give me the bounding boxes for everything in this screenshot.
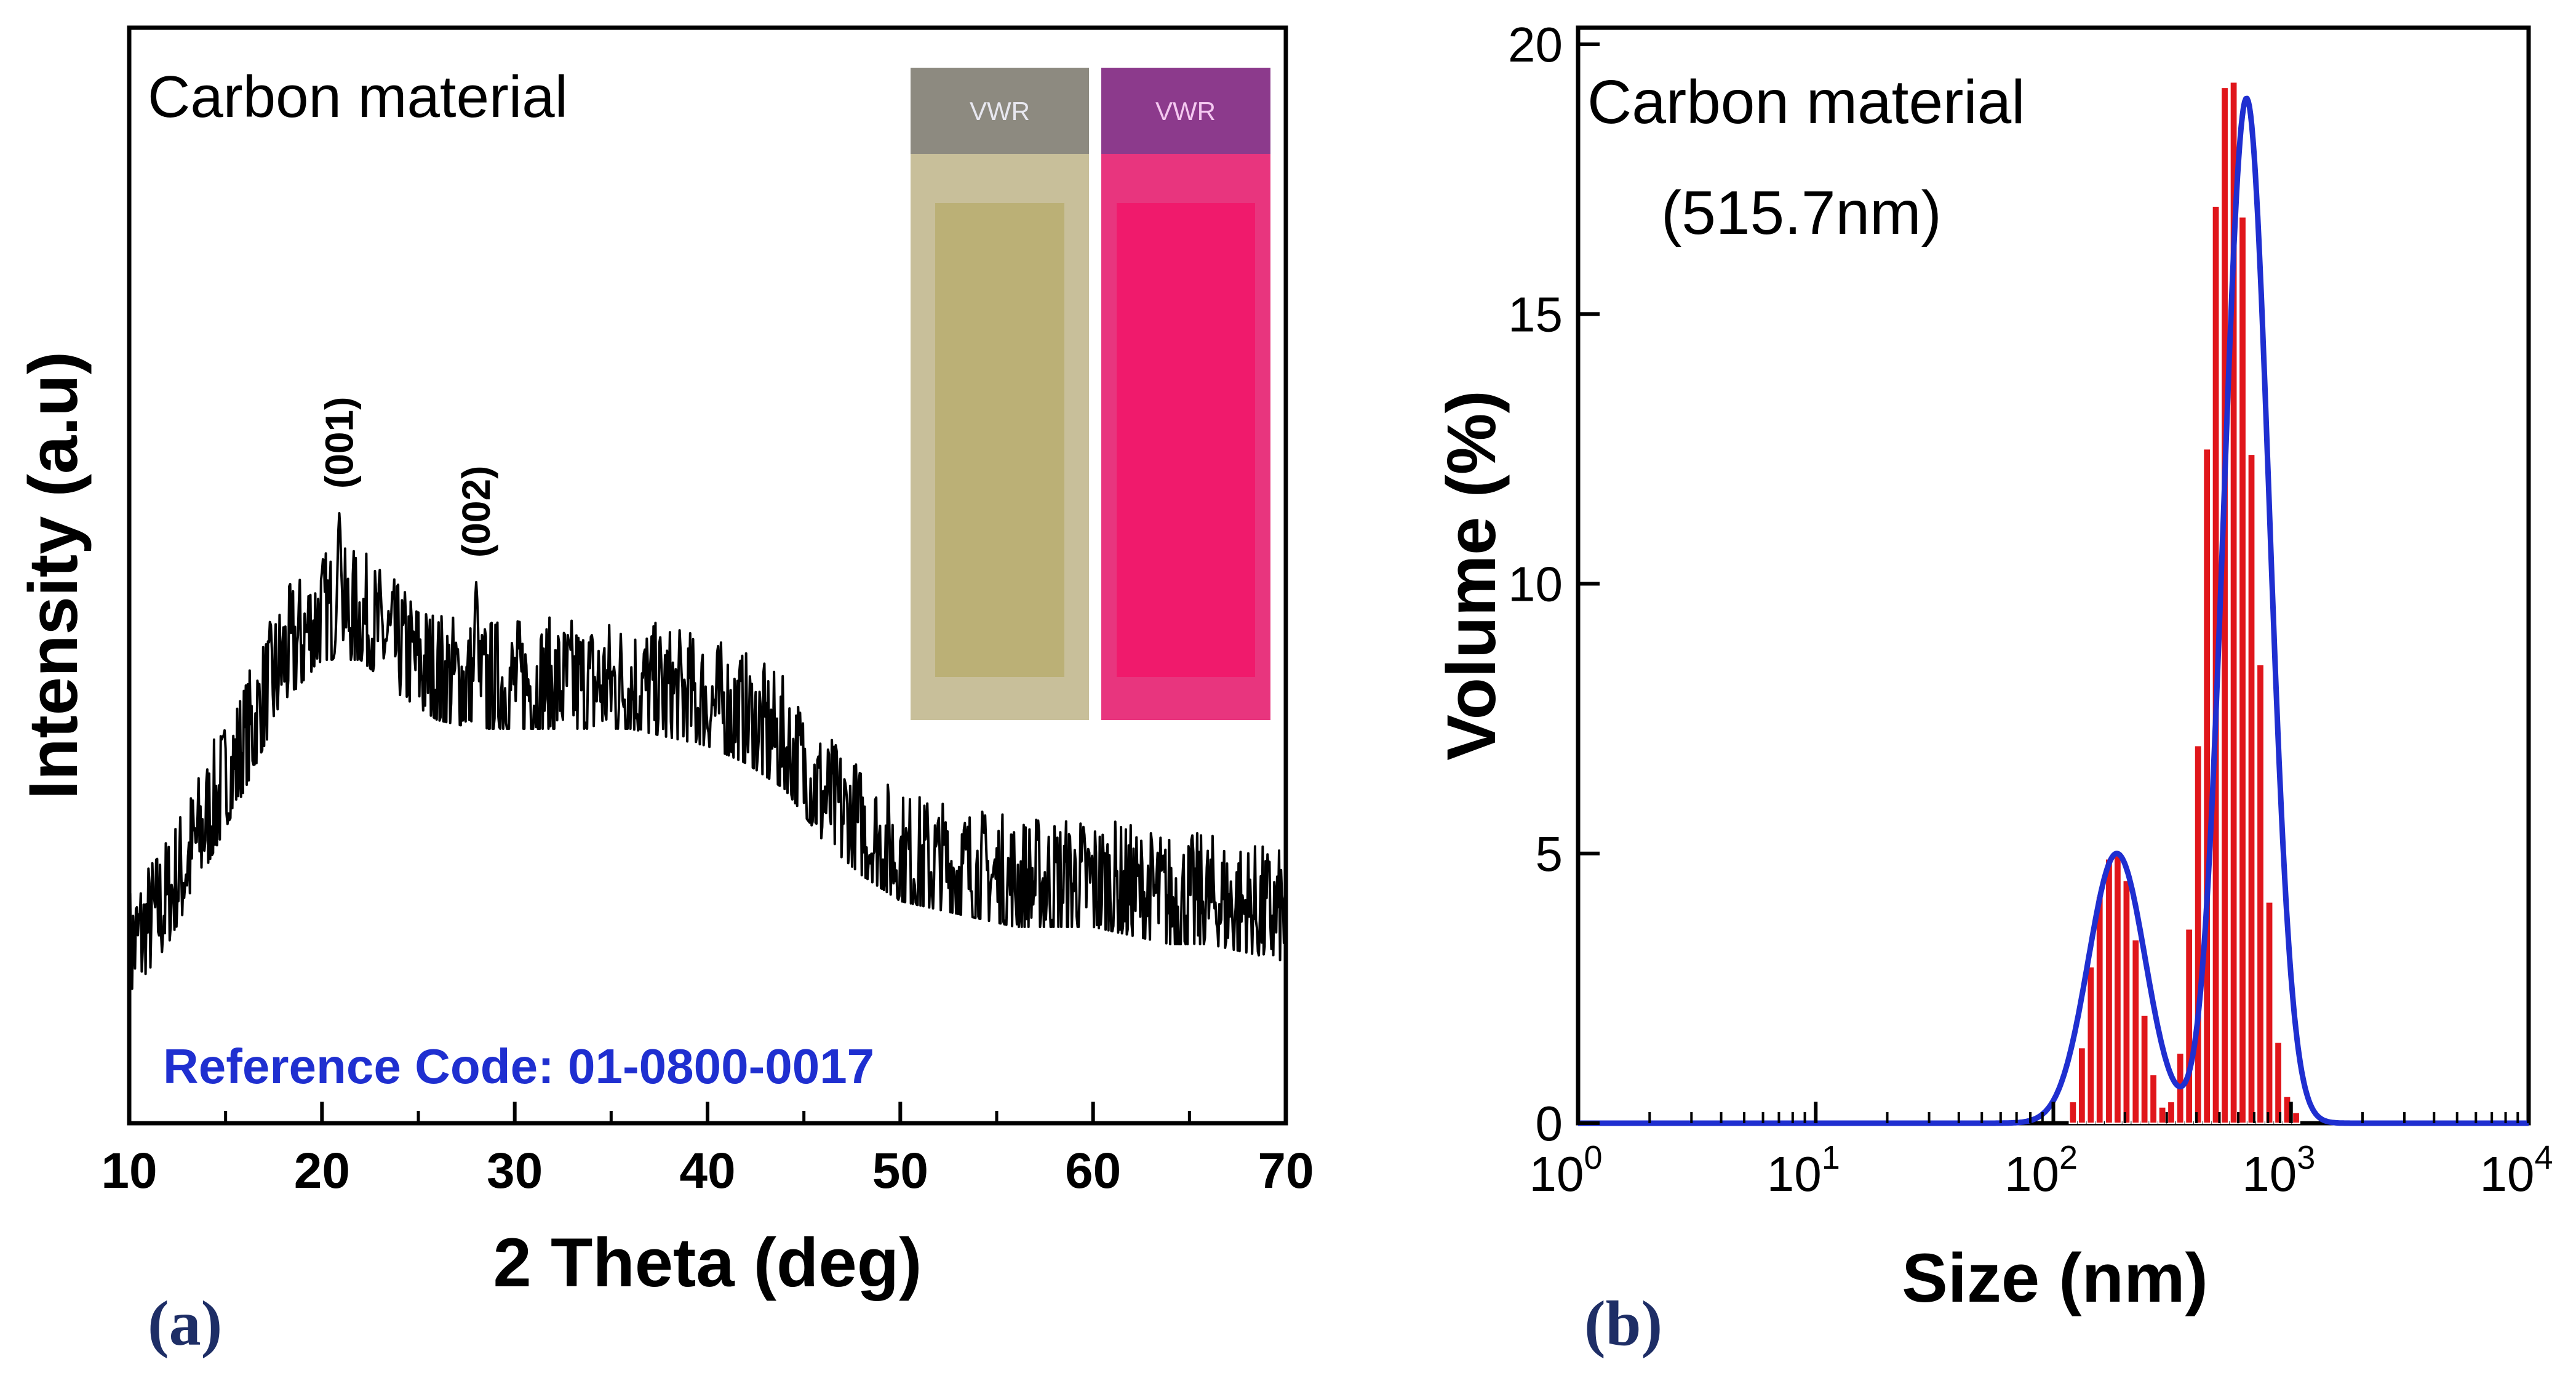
dls-bar (2238, 216, 2247, 1124)
dls-bar (2113, 852, 2122, 1124)
panel-b-plot-frame (1576, 25, 2531, 1126)
panel-b-y-axis-label: Volume (%) (1433, 390, 1510, 761)
peak-label-002: (002) (454, 466, 498, 558)
y-tick-label: 5 (1536, 827, 1563, 881)
dls-bar (2068, 1100, 2078, 1124)
dls-fit-curve (1576, 95, 2530, 1126)
dls-bar (2158, 1106, 2167, 1124)
x-tick-label: 101 (1767, 1139, 1840, 1201)
dls-bar (2122, 879, 2131, 1124)
panel-a-x-ticks: 10 20 30 40 50 60 70 (101, 1102, 1314, 1199)
dls-bar (2292, 1112, 2300, 1124)
x-tick-label: 20 (294, 1143, 350, 1199)
dls-bar (2140, 1014, 2149, 1124)
x-tick-label: 104 (2479, 1139, 2553, 1201)
cuvette-daylight-label: VWR (970, 97, 1030, 126)
y-tick-label: 15 (1508, 287, 1563, 342)
x-tick-label: 102 (2004, 1139, 2078, 1201)
y-tick-label: 20 (1508, 17, 1563, 72)
cuvette-daylight-liquid (935, 203, 1064, 677)
dls-bar (2193, 745, 2203, 1124)
dls-bar (2095, 895, 2104, 1124)
dls-bar (2247, 454, 2256, 1124)
dls-bar (2167, 1100, 2175, 1124)
dls-bar (2105, 858, 2113, 1124)
dls-bar (2274, 1041, 2283, 1124)
dls-bar (2185, 928, 2194, 1124)
dls-bar (2256, 663, 2265, 1124)
dls-bar (2131, 939, 2140, 1124)
panel-a-y-axis-label: Intensity (a.u) (15, 351, 92, 799)
cuvette-uv-cap (1101, 68, 1270, 154)
x-tick-label: 103 (2242, 1139, 2315, 1201)
panel-a-xrd: 10 20 30 40 50 60 70 Carbon material Reference… (15, 25, 1314, 1359)
cuvette-daylight-cap (911, 68, 1089, 154)
dls-bar (2086, 966, 2095, 1124)
dls-bar (2203, 448, 2212, 1124)
x-tick-label: 50 (872, 1143, 928, 1199)
xrd-series-line (128, 512, 1287, 996)
panel-b-title: Carbon material (1587, 68, 2025, 137)
reference-code: Reference Code: 01-0800-0017 (163, 1039, 874, 1094)
x-tick-label: 10 (101, 1143, 157, 1199)
panel-a-label: (a) (148, 1288, 222, 1359)
x-tick-label: 30 (487, 1143, 543, 1199)
panel-a-x-axis-label: 2 Theta (deg) (493, 1224, 922, 1301)
cuvette-uv-label: VWR (1155, 97, 1216, 126)
panel-b-subtitle: (515.7nm) (1661, 178, 1942, 247)
peak-label-001: (001) (317, 397, 362, 489)
dls-bar (2149, 1074, 2158, 1124)
x-tick-label: 100 (1529, 1139, 1602, 1201)
dls-bar (2077, 1047, 2086, 1124)
panel-b-label: (b) (1584, 1288, 1662, 1359)
x-tick-label: 40 (679, 1143, 735, 1199)
y-tick-label: 10 (1508, 557, 1563, 612)
dls-bar (2229, 81, 2238, 1124)
inset-cuvette-photos: VWR VWR (911, 68, 1270, 720)
panel-b-ticks: 0 5 10 15 20 100 101 102 103 104 (1508, 17, 2553, 1201)
dls-bar (2265, 901, 2274, 1124)
y-tick-label: 0 (1536, 1096, 1563, 1151)
cuvette-uv-liquid (1117, 203, 1255, 677)
x-tick-label: 70 (1258, 1143, 1314, 1199)
panel-a-title: Carbon material (148, 64, 568, 130)
x-tick-label: 60 (1065, 1143, 1121, 1199)
panel-b-x-axis-label: Size (nm) (1902, 1240, 2208, 1316)
